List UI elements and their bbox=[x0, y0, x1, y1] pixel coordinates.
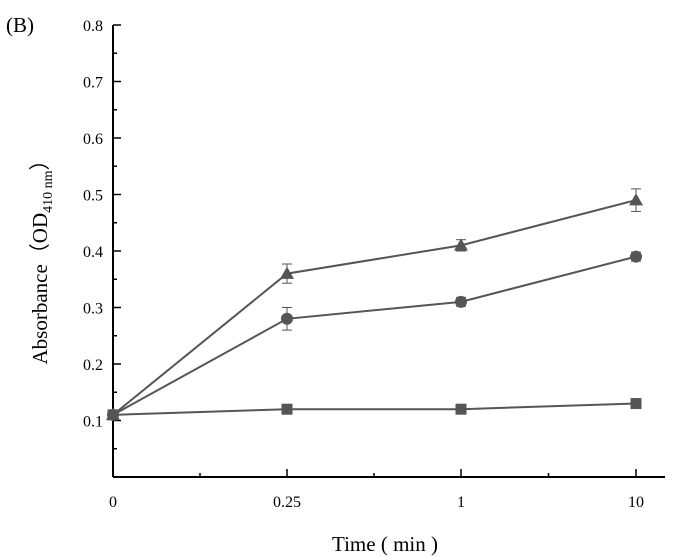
y-tick-label: 0.4 bbox=[83, 244, 103, 261]
series-line-square bbox=[112, 402, 637, 416]
x-axis-title: Time ( min ) bbox=[332, 532, 438, 556]
y-tick-label: 0.7 bbox=[83, 75, 103, 92]
data-point-circle bbox=[455, 295, 467, 308]
y-tick-label: 0.3 bbox=[83, 301, 103, 318]
y-tick-label: 0.1 bbox=[83, 414, 103, 431]
data-point-triangle bbox=[629, 193, 643, 206]
y-axis-title-subscript: 410 nm bbox=[41, 170, 56, 213]
data-point-triangle bbox=[280, 266, 294, 279]
data-point-square bbox=[281, 403, 293, 415]
data-point-square bbox=[455, 403, 467, 415]
data-point-square bbox=[107, 409, 119, 421]
y-tick-label: 0.2 bbox=[83, 357, 103, 374]
data-point-circle bbox=[630, 250, 642, 263]
series-line-circle bbox=[112, 255, 637, 416]
series-triangle bbox=[106, 188, 643, 421]
series-layer bbox=[106, 188, 643, 421]
series-circle bbox=[107, 250, 642, 421]
data-point-square bbox=[630, 398, 642, 410]
y-axis: 0.1 0.2 0.3 0.4 0.5 0.6 0.7 0.8 bbox=[83, 18, 121, 477]
y-tick-label: 0.8 bbox=[83, 18, 103, 35]
x-tick-label: 1 bbox=[457, 494, 465, 511]
y-axis-title-suffix: ） bbox=[28, 149, 52, 170]
x-tick-label: 0 bbox=[109, 494, 117, 511]
y-axis-title-prefix: Absorbance（OD bbox=[28, 213, 52, 365]
x-tick-label: 10 bbox=[628, 494, 644, 511]
data-point-circle bbox=[281, 312, 293, 325]
series-line-triangle bbox=[112, 199, 637, 416]
y-axis-title: Absorbance（OD410 nm） bbox=[28, 149, 56, 364]
data-point-triangle bbox=[454, 238, 468, 251]
y-tick-label: 0.6 bbox=[83, 131, 103, 148]
y-tick-label: 0.5 bbox=[83, 188, 103, 205]
x-tick-label: 0.25 bbox=[273, 494, 301, 511]
series-square bbox=[107, 398, 642, 421]
panel-label: (B) bbox=[6, 13, 34, 37]
x-axis: 0 0.25 1 10 bbox=[109, 469, 665, 511]
